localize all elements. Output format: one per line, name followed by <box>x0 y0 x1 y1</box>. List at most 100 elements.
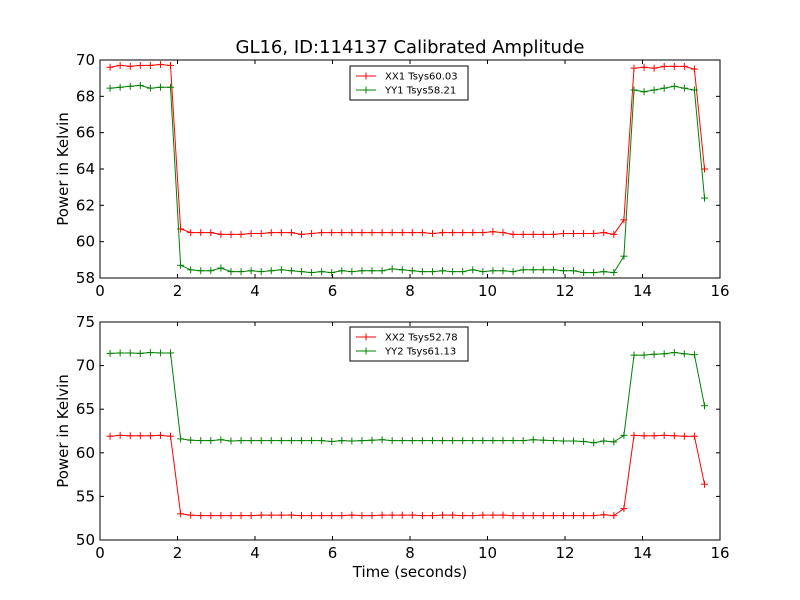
data-point <box>509 437 517 445</box>
data-point <box>660 431 668 439</box>
y-tick-label: 55 <box>76 487 95 505</box>
data-point <box>267 267 275 275</box>
data-point <box>489 511 497 519</box>
data-point <box>439 511 447 519</box>
x-tick-label: 2 <box>173 282 183 300</box>
y-tick-label: 60 <box>76 233 95 251</box>
data-point <box>600 511 608 519</box>
y-tick-label: 70 <box>76 51 95 69</box>
x-tick-label: 12 <box>555 544 574 562</box>
legend-label: YY2 Tsys61.13 <box>384 347 456 358</box>
data-point <box>318 512 326 520</box>
data-point <box>298 512 305 520</box>
data-point <box>680 432 688 440</box>
y-tick-label: 58 <box>76 269 95 287</box>
data-point <box>539 266 547 274</box>
data-point <box>449 229 457 237</box>
data-point <box>449 268 457 276</box>
plot-panel-2: 0 2 4 6 8 10 12 14 16 50 55 60 65 70 75 Power in Kelvin… <box>54 313 730 581</box>
data-point <box>227 512 235 520</box>
x-tick-label: 6 <box>328 544 338 562</box>
data-point <box>408 267 416 275</box>
data-point <box>167 61 175 69</box>
data-point <box>197 437 205 445</box>
data-point <box>378 267 386 275</box>
data-point <box>106 84 114 92</box>
data-point <box>146 84 154 92</box>
data-point <box>277 266 285 274</box>
data-point <box>348 437 356 445</box>
data-point <box>187 266 195 274</box>
data-point <box>328 229 336 237</box>
data-point <box>187 511 195 519</box>
data-point <box>398 437 406 445</box>
data-point <box>630 86 638 94</box>
x-tick-label: 14 <box>633 544 652 562</box>
data-point <box>580 229 588 237</box>
data-point <box>348 268 356 276</box>
x-tick-label: 8 <box>405 282 415 300</box>
x-tick-label: 10 <box>478 282 497 300</box>
data-point <box>509 230 517 238</box>
data-point <box>580 437 588 445</box>
data-point <box>630 431 638 439</box>
data-point <box>277 511 285 519</box>
data-point <box>469 437 477 445</box>
data-point <box>257 268 265 276</box>
data-point <box>328 512 336 520</box>
data-point <box>318 437 326 445</box>
data-point <box>116 431 124 439</box>
data-point <box>388 511 396 519</box>
data-point <box>257 229 265 237</box>
data-point <box>549 437 557 445</box>
data-point <box>620 505 628 513</box>
data-point <box>378 436 386 444</box>
data-point <box>630 351 638 359</box>
data-point <box>660 62 668 70</box>
data-point <box>156 61 164 69</box>
data-point <box>348 511 356 519</box>
legend-box <box>349 326 469 362</box>
data-point <box>499 229 507 237</box>
data-point <box>126 62 134 70</box>
data-point <box>529 436 537 444</box>
data-point <box>559 267 567 275</box>
data-point <box>570 229 578 237</box>
data-point <box>106 349 114 357</box>
data-point <box>680 350 688 358</box>
data-point <box>418 512 426 520</box>
data-point <box>670 432 678 440</box>
legend-label: XX2 Tsys52.78 <box>385 333 458 344</box>
x-tick-label: 6 <box>328 282 338 300</box>
y-tick-label: 64 <box>76 160 95 178</box>
data-point <box>116 83 124 91</box>
data-point <box>590 439 598 447</box>
data-point <box>610 230 618 238</box>
data-point <box>177 510 185 518</box>
data-point <box>620 431 628 439</box>
data-point <box>650 350 658 358</box>
data-point <box>650 86 658 94</box>
data-point <box>580 512 588 520</box>
data-point <box>267 511 275 519</box>
y-axis-label: Power in Kelvin <box>54 374 72 488</box>
y-tick-label: 68 <box>76 87 95 105</box>
data-point <box>459 229 467 237</box>
data-point <box>318 268 326 276</box>
data-point <box>690 86 698 94</box>
data-point <box>338 512 346 520</box>
data-point <box>499 437 507 445</box>
data-point <box>167 83 175 91</box>
data-point <box>156 349 164 357</box>
data-point <box>318 229 326 237</box>
data-point <box>640 63 648 71</box>
data-point <box>378 229 386 237</box>
data-point <box>126 432 134 440</box>
x-tick-label: 12 <box>555 282 574 300</box>
data-point <box>197 512 205 520</box>
data-point <box>660 84 668 92</box>
data-point <box>509 512 517 520</box>
y-tick-label: 60 <box>76 444 95 462</box>
